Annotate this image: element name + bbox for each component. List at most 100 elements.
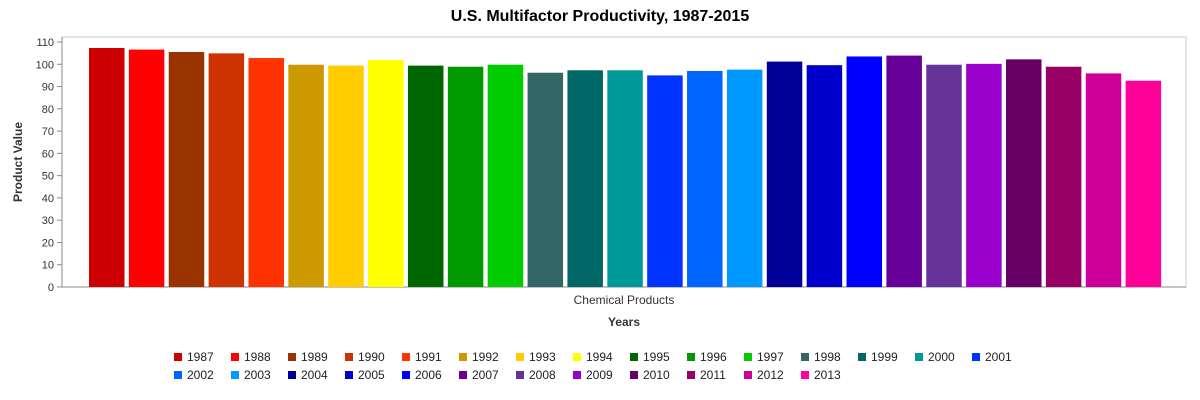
bar-2012: [1085, 73, 1122, 288]
legend-label-2012: 2012: [757, 368, 784, 382]
legend-label-1993: 1993: [529, 350, 556, 364]
legend-label-2007: 2007: [472, 368, 499, 382]
legend-label-2000: 2000: [928, 350, 955, 364]
y-tick-label: 10: [42, 260, 54, 272]
legend-swatch-1999: [858, 353, 866, 361]
y-tick-label: 30: [42, 215, 54, 227]
legend-swatch-1993: [516, 353, 524, 361]
legend-swatch-2011: [687, 371, 695, 379]
legend-label-1995: 1995: [643, 350, 670, 364]
legend-swatch-1996: [687, 353, 695, 361]
y-tick-label: 50: [42, 171, 54, 183]
bar-2006: [846, 56, 883, 288]
y-tick-label: 0: [48, 282, 54, 294]
legend-swatch-1987: [174, 353, 182, 361]
category-label: Chemical Products: [574, 293, 675, 307]
legend-label-2002: 2002: [187, 368, 214, 382]
bar-1997: [487, 64, 524, 287]
bar-2013: [1125, 80, 1162, 287]
bar-2002: [687, 70, 723, 287]
legend-swatch-1998: [801, 353, 809, 361]
legend-swatch-1990: [345, 353, 353, 361]
legend-swatch-1995: [630, 353, 638, 361]
legend-label-2006: 2006: [415, 368, 442, 382]
legend-label-2009: 2009: [586, 368, 613, 382]
legend-label-2003: 2003: [244, 368, 271, 382]
y-tick-label: 40: [42, 193, 54, 205]
legend-label-1992: 1992: [472, 350, 499, 364]
legend-swatch-2010: [630, 371, 638, 379]
bar-2003: [726, 69, 763, 287]
y-tick-label: 70: [42, 126, 54, 138]
bar-2005: [806, 65, 843, 287]
y-tick-label: 60: [42, 148, 54, 160]
legend-label-2010: 2010: [643, 368, 670, 382]
y-axis-label: Product Value: [11, 122, 25, 202]
bar-1987: [89, 48, 125, 287]
legend-swatch-2009: [573, 371, 581, 379]
bar-1995: [407, 65, 444, 287]
bar-1988: [128, 49, 165, 288]
legend-swatch-1997: [744, 353, 752, 361]
y-tick-label: 20: [42, 237, 54, 249]
bar-1998: [527, 72, 564, 288]
y-axis-ticks: 0 10 20 30 40 50 60 70 80 90 100 110: [36, 37, 62, 294]
bar-2000: [607, 70, 643, 287]
legend-swatch-2013: [801, 371, 809, 379]
legend-label-1991: 1991: [415, 350, 442, 364]
legend-label-1999: 1999: [871, 350, 898, 364]
y-tick-label: 80: [42, 104, 54, 116]
legend-label-1987: 1987: [187, 350, 214, 364]
legend-swatch-2012: [744, 371, 752, 379]
bar-1989: [168, 52, 205, 287]
legend-swatch-1994: [573, 353, 581, 361]
legend-label-2001: 2001: [985, 350, 1012, 364]
legend-swatch-2005: [345, 371, 353, 379]
bar-2007: [886, 55, 922, 287]
legend-label-1990: 1990: [358, 350, 385, 364]
legend-swatch-2007: [459, 371, 467, 379]
bar-1993: [328, 65, 364, 287]
y-tick-label: 100: [36, 59, 54, 71]
legend-swatch-2003: [231, 371, 239, 379]
legend-label-1997: 1997: [757, 350, 784, 364]
bar-1994: [368, 60, 404, 287]
bar-1990: [208, 53, 245, 287]
bar-2001: [647, 75, 683, 287]
legend-swatch-1991: [402, 353, 410, 361]
bar-1992: [288, 64, 324, 287]
legend-label-1994: 1994: [586, 350, 613, 364]
bar-2010: [1006, 59, 1042, 287]
y-tick-label: 110: [36, 37, 54, 49]
legend-swatch-2004: [288, 371, 296, 379]
legend-swatch-2002: [174, 371, 182, 379]
chart-title: U.S. Multifactor Productivity, 1987-2015: [451, 8, 750, 25]
legend-label-2011: 2011: [700, 368, 726, 382]
legend-swatch-2006: [402, 371, 410, 379]
legend-label-1989: 1989: [301, 350, 328, 364]
legend-label-2013: 2013: [814, 368, 841, 382]
bar-1991: [248, 58, 284, 287]
legend-label-2004: 2004: [301, 368, 328, 382]
bar-1996: [447, 66, 484, 288]
bar-group: [89, 48, 1162, 288]
bar-2004: [766, 61, 803, 287]
legend-label-1996: 1996: [700, 350, 727, 364]
legend-label-1988: 1988: [244, 350, 271, 364]
x-axis-label: Years: [608, 315, 640, 329]
bar-1999: [567, 70, 603, 287]
legend-swatch-1992: [459, 353, 467, 361]
y-tick-label: 90: [42, 82, 54, 94]
legend: 1987 1988 1989 1990 1991 1992 1993 1994 1995 1996…: [174, 350, 1012, 382]
bar-2009: [966, 63, 1002, 288]
bar-2011: [1045, 66, 1082, 288]
legend-swatch-1988: [231, 353, 239, 361]
legend-label-2008: 2008: [529, 368, 556, 382]
legend-label-1998: 1998: [814, 350, 841, 364]
legend-swatch-2000: [915, 353, 923, 361]
legend-swatch-1989: [288, 353, 296, 361]
legend-label-2005: 2005: [358, 368, 385, 382]
legend-swatch-2001: [972, 353, 980, 361]
bar-2008: [926, 64, 962, 287]
